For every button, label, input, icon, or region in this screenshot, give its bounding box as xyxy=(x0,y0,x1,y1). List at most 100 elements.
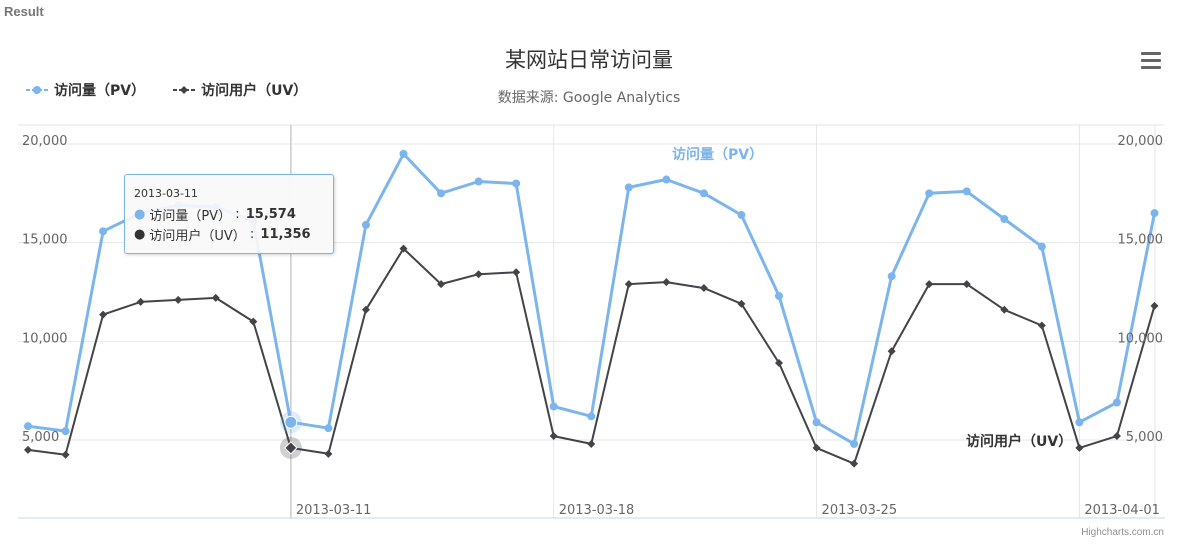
legend: 访问量（PV） 访问用户（UV） xyxy=(26,80,307,100)
x-tick-label: 2013-04-01 xyxy=(1084,503,1160,518)
data-point-uv xyxy=(211,293,220,302)
data-point-pv xyxy=(1075,418,1084,427)
x-tick-label: 2013-03-11 xyxy=(296,503,372,518)
hover-point-pv xyxy=(284,415,298,429)
data-point-pv xyxy=(925,189,934,198)
data-point-pv xyxy=(624,183,633,192)
y-tick-label-right: 5,000 xyxy=(1126,430,1163,445)
series-line-uv xyxy=(27,247,1156,465)
data-point-uv xyxy=(887,347,896,356)
data-point-pv xyxy=(699,189,708,198)
data-point-pv xyxy=(361,220,370,229)
data-point-pv xyxy=(962,187,971,196)
tooltip-separator: : xyxy=(245,227,259,242)
data-point-uv xyxy=(474,270,483,279)
tooltip-label-pv: 访问量（PV） xyxy=(149,209,232,224)
menu-icon[interactable] xyxy=(1139,52,1163,74)
data-point-uv xyxy=(324,449,333,458)
data-point-uv xyxy=(174,295,183,304)
data-point-pv xyxy=(324,424,333,433)
tooltip-date: 2013-03-11 xyxy=(134,187,198,200)
data-point-uv xyxy=(1037,321,1046,330)
legend-item-pv[interactable]: 访问量（PV） xyxy=(26,80,145,100)
x-tick-label: 2013-03-18 xyxy=(559,503,635,518)
data-point-pv xyxy=(1150,209,1159,218)
data-point-uv xyxy=(249,317,258,326)
chart-title: 某网站日常访问量 xyxy=(505,48,673,72)
data-point-uv xyxy=(24,445,32,454)
y-tick-label-left: 20,000 xyxy=(22,134,68,149)
y-tick-label-right: 15,000 xyxy=(1118,233,1164,248)
data-point-pv xyxy=(775,291,783,300)
data-point-uv xyxy=(1112,432,1121,441)
data-point-uv xyxy=(962,280,971,289)
menu-bar xyxy=(1141,66,1161,69)
y-tick-label-right: 20,000 xyxy=(1118,134,1164,149)
y-tick-label-left: 5,000 xyxy=(22,430,59,445)
data-point-uv xyxy=(361,305,370,314)
data-point-pv xyxy=(737,211,746,220)
data-point-uv xyxy=(587,439,596,448)
data-point-uv xyxy=(1000,305,1009,314)
data-point-uv xyxy=(775,359,783,368)
data-point-pv xyxy=(887,272,896,281)
data-point-uv xyxy=(850,459,859,468)
data-point-pv xyxy=(1112,398,1121,407)
data-point-uv xyxy=(624,280,633,289)
tooltip-row-uv: ● 访问用户（UV） : 11,356 xyxy=(134,225,311,244)
tooltip-label-uv: 访问用户（UV） xyxy=(149,229,246,244)
legend-symbol-pv xyxy=(26,86,48,94)
y-tick-label-left: 10,000 xyxy=(22,331,68,346)
y-tick-label-left: 15,000 xyxy=(22,233,68,248)
result-label: Result xyxy=(4,4,44,19)
data-point-pv xyxy=(512,179,521,188)
data-point-uv xyxy=(437,280,446,289)
tooltip-value-uv: 11,356 xyxy=(260,227,311,242)
data-point-pv xyxy=(99,227,108,236)
data-point-pv xyxy=(812,418,821,427)
y-tick-label-right: 10,000 xyxy=(1118,331,1164,346)
data-point-uv xyxy=(512,268,521,277)
data-point-uv xyxy=(99,310,108,319)
data-point-uv xyxy=(399,244,408,253)
series-annotation-pv: 访问量（PV） xyxy=(672,146,763,163)
data-point-uv xyxy=(699,284,708,293)
tooltip-dot-pv: ● xyxy=(134,207,146,222)
tooltip-value-pv: 15,574 xyxy=(245,207,296,222)
menu-bar xyxy=(1141,59,1161,62)
data-point-uv xyxy=(737,299,746,308)
tooltip-separator: : xyxy=(231,207,244,222)
chart-subtitle: 数据来源: Google Analytics xyxy=(497,90,681,106)
data-point-pv xyxy=(437,189,446,198)
data-point-pv xyxy=(1037,242,1046,251)
x-tick-label: 2013-03-25 xyxy=(822,503,898,518)
data-point-uv xyxy=(549,432,558,441)
data-point-pv xyxy=(399,149,408,158)
legend-label-uv: 访问用户（UV） xyxy=(201,83,308,99)
data-point-uv xyxy=(1150,301,1159,310)
menu-bar xyxy=(1141,52,1161,55)
legend-label-pv: 访问量（PV） xyxy=(54,83,146,99)
series-annotation-uv: 访问用户（UV） xyxy=(966,433,1072,450)
tooltip: 2013-03-11 ● 访问量（PV） : 15,574 ● 访问用户（UV）… xyxy=(124,174,334,254)
data-point-pv xyxy=(61,427,70,436)
tooltip-row-pv: ● 访问量（PV） : 15,574 xyxy=(134,205,296,224)
legend-symbol-uv xyxy=(173,86,196,94)
data-point-pv xyxy=(549,402,558,411)
hover-point-uv xyxy=(284,441,298,455)
data-point-uv xyxy=(1075,443,1084,452)
legend-item-uv[interactable]: 访问用户（UV） xyxy=(173,80,307,100)
credits-link[interactable]: Highcharts.com.cn xyxy=(1081,527,1164,538)
data-point-pv xyxy=(587,412,596,421)
data-point-uv xyxy=(812,443,821,452)
data-point-uv xyxy=(662,278,671,287)
data-point-uv xyxy=(136,297,145,306)
data-point-uv xyxy=(925,280,934,289)
data-point-pv xyxy=(850,439,859,448)
data-point-pv xyxy=(662,175,671,184)
data-point-uv xyxy=(61,450,70,459)
tooltip-dot-uv: ● xyxy=(134,227,146,242)
data-point-pv xyxy=(474,177,483,186)
data-point-pv xyxy=(1000,214,1009,223)
